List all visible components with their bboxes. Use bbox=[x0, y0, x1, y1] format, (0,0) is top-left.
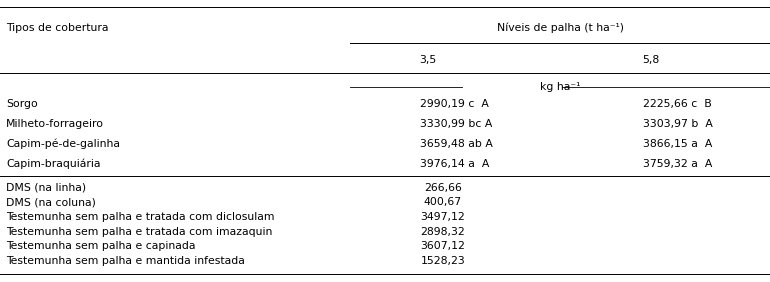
Text: 3659,48 ab A: 3659,48 ab A bbox=[420, 139, 493, 149]
Text: 400,67: 400,67 bbox=[424, 197, 462, 207]
Text: 266,66: 266,66 bbox=[424, 182, 462, 193]
Text: 1528,23: 1528,23 bbox=[420, 256, 465, 266]
Text: 2898,32: 2898,32 bbox=[420, 226, 465, 237]
Text: Tipos de cobertura: Tipos de cobertura bbox=[6, 23, 109, 33]
Text: Milheto-forrageiro: Milheto-forrageiro bbox=[6, 119, 104, 129]
Text: DMS (na coluna): DMS (na coluna) bbox=[6, 197, 96, 207]
Text: 3303,97 b  A: 3303,97 b A bbox=[643, 119, 713, 129]
Text: Testemunha sem palha e mantida infestada: Testemunha sem palha e mantida infestada bbox=[6, 256, 245, 266]
Text: Sorgo: Sorgo bbox=[6, 99, 38, 109]
Text: 3330,99 bc A: 3330,99 bc A bbox=[420, 119, 492, 129]
Text: 3497,12: 3497,12 bbox=[420, 212, 465, 222]
Text: Testemunha sem palha e tratada com diclosulam: Testemunha sem palha e tratada com diclo… bbox=[6, 212, 275, 222]
Text: DMS (na linha): DMS (na linha) bbox=[6, 182, 86, 193]
Text: Testemunha sem palha e tratada com imazaquin: Testemunha sem palha e tratada com imaza… bbox=[6, 226, 273, 237]
Text: 2225,66 c  B: 2225,66 c B bbox=[643, 99, 711, 109]
Text: 3,5: 3,5 bbox=[419, 55, 436, 65]
Text: Capim-braquiária: Capim-braquiária bbox=[6, 158, 101, 169]
Text: Testemunha sem palha e capinada: Testemunha sem palha e capinada bbox=[6, 241, 196, 251]
Text: 3976,14 a  A: 3976,14 a A bbox=[420, 158, 489, 169]
Text: 3607,12: 3607,12 bbox=[420, 241, 465, 251]
Text: 3866,15 a  A: 3866,15 a A bbox=[643, 139, 712, 149]
Text: Capim-pé-de-galinha: Capim-pé-de-galinha bbox=[6, 138, 120, 149]
Text: Níveis de palha (t ha⁻¹): Níveis de palha (t ha⁻¹) bbox=[497, 23, 624, 34]
Text: 3759,32 a  A: 3759,32 a A bbox=[643, 158, 712, 169]
Text: 2990,19 c  A: 2990,19 c A bbox=[420, 99, 488, 109]
Text: kg ha⁻¹: kg ha⁻¹ bbox=[540, 81, 581, 92]
Text: 5,8: 5,8 bbox=[642, 55, 659, 65]
